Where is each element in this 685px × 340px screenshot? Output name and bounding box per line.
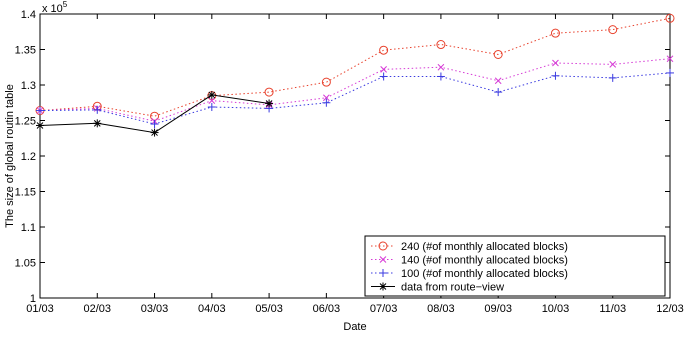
- y-tick-label: 1.3: [21, 80, 36, 92]
- x-tick-label: 03/03: [141, 303, 169, 315]
- x-marker-stroke: [609, 61, 617, 68]
- x-marker-stroke: [494, 77, 502, 85]
- x-marker-stroke: [666, 55, 674, 63]
- plus-marker: [379, 72, 388, 81]
- y-tick-label: 1.2: [21, 151, 36, 163]
- plus-marker: [436, 72, 445, 81]
- circle-marker: [550, 28, 560, 38]
- circle-marker: [493, 49, 503, 59]
- x-marker: [494, 77, 502, 85]
- star-marker-stroke: [93, 119, 101, 127]
- series-line: [39, 17, 671, 117]
- circle-marker: [264, 87, 274, 97]
- circle-marker: [436, 40, 446, 50]
- circle-marker: [379, 45, 389, 55]
- x-marker: [323, 94, 330, 102]
- axis-ticks: 01/03 02/03 03/03 04/03 05/03 06/03 07/03 08/03…: [15, 9, 684, 315]
- x-marker-stroke: [552, 59, 559, 67]
- legend-label: data from route−view: [401, 282, 504, 294]
- x-tick-label: 11/03: [599, 303, 626, 315]
- x-tick-label: 02/03: [84, 303, 112, 315]
- x-marker-stroke: [379, 256, 387, 263]
- circle-marker: [665, 13, 675, 23]
- y-multiplier-exponent: 5: [63, 0, 68, 9]
- plus-marker: [36, 106, 44, 115]
- circle-marker: [321, 77, 331, 87]
- legend-box: [364, 235, 666, 297]
- y-tick-label: 1.35: [15, 45, 36, 57]
- series-layer: [35, 13, 675, 137]
- star-marker: [207, 90, 216, 99]
- x-marker: [208, 97, 216, 104]
- x-tick-label: 04/03: [198, 303, 226, 315]
- y-tick-label: 1.05: [15, 258, 36, 270]
- y-tick-label: 1.1: [21, 222, 36, 234]
- star-marker-stroke: [379, 283, 387, 290]
- x-tick-label: 09/03: [484, 303, 512, 315]
- x-tick-label: 07/03: [370, 303, 398, 315]
- star-marker: [265, 99, 274, 108]
- x-marker-stroke: [208, 97, 216, 104]
- circle-marker: [378, 241, 388, 251]
- series-2: [36, 68, 674, 129]
- x-tick-label: 05/03: [255, 303, 283, 315]
- plus-marker: [322, 98, 331, 107]
- x-marker: [437, 63, 445, 71]
- plus-marker: [608, 73, 617, 82]
- x-tick-label: 10/03: [542, 303, 570, 315]
- y-multiplier-label: x 105: [42, 0, 68, 15]
- x-marker-stroke: [323, 94, 330, 102]
- x-marker: [609, 61, 617, 68]
- legend-label: 140 (#of monthly allocated blocks): [401, 255, 568, 267]
- plus-marker: [93, 105, 102, 114]
- plus-marker: [207, 103, 216, 112]
- x-marker: [552, 59, 559, 67]
- star-marker: [379, 282, 387, 291]
- star-marker-stroke: [36, 122, 44, 129]
- x-marker: [666, 55, 674, 63]
- x-marker-stroke: [437, 63, 445, 71]
- star-marker: [93, 119, 102, 128]
- star-marker-stroke: [208, 91, 216, 99]
- x-tick-label: 12/03: [656, 303, 684, 315]
- plus-marker: [666, 68, 674, 77]
- legend: 240 (#of monthly allocated blocks) 140 (#…: [364, 235, 666, 297]
- x-marker-stroke: [380, 66, 387, 73]
- series-3: [36, 90, 274, 137]
- y-tick-label: 1.25: [15, 116, 36, 128]
- star-marker-stroke: [265, 100, 273, 107]
- legend-label: 100 (#of monthly allocated blocks): [401, 268, 568, 280]
- y-multiplier-base: x 10: [42, 3, 63, 15]
- plus-marker: [379, 269, 387, 277]
- circle-marker: [608, 25, 618, 35]
- star-marker-stroke: [151, 129, 158, 136]
- star-marker: [36, 121, 44, 130]
- legend-label: 240 (#of monthly allocated blocks): [401, 241, 568, 253]
- x-marker: [379, 256, 387, 263]
- plus-marker: [551, 71, 560, 80]
- x-tick-label: 01/03: [26, 303, 54, 315]
- x-axis-label: Date: [343, 321, 366, 333]
- x-tick-label: 06/03: [313, 303, 341, 315]
- plus-marker: [150, 120, 159, 129]
- x-marker: [380, 66, 387, 73]
- star-marker: [150, 128, 159, 137]
- x-tick-label: 08/03: [427, 303, 455, 315]
- y-tick-label: 1.4: [21, 9, 36, 21]
- y-tick-label: 1.15: [15, 187, 36, 199]
- y-tick-label: 1: [30, 293, 36, 305]
- y-axis-label: The size of global routin table: [4, 84, 16, 228]
- plus-marker: [494, 88, 503, 97]
